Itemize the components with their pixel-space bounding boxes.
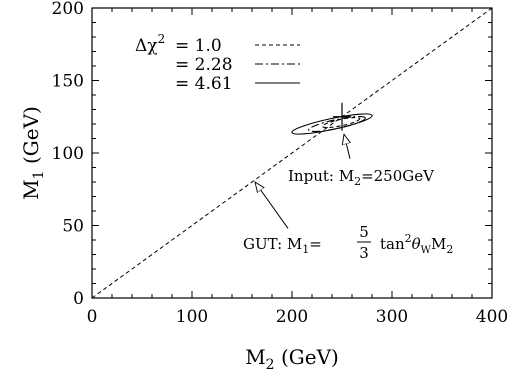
y-axis-title: M1 (GeV) xyxy=(19,106,47,200)
gut-annotation-rhs: tan2θWM2 xyxy=(380,232,453,256)
legend-label-1: = 1.0 xyxy=(175,36,222,56)
marker-layer xyxy=(333,102,351,131)
contour-dashdot xyxy=(308,115,366,133)
x-tick-label: 100 xyxy=(176,307,208,327)
x-axis-title: M2 (GeV) xyxy=(245,345,339,373)
gut-annotation-lhs: GUT: M1= xyxy=(243,235,322,256)
arrow-layer xyxy=(255,134,350,229)
gut-arrow xyxy=(255,182,289,229)
input-annotation: Input: M2=250GeV xyxy=(288,167,435,188)
gut-frac-den: 3 xyxy=(359,244,369,262)
legend-label-3: = 4.61 xyxy=(175,74,233,94)
y-tick-label: 150 xyxy=(52,72,84,92)
x-tick-label: 0 xyxy=(87,307,98,327)
gut-frac-num: 5 xyxy=(359,223,369,241)
contour-solid xyxy=(291,113,373,135)
input-arrow xyxy=(344,134,350,159)
y-tick-label: 50 xyxy=(62,217,84,237)
legend-symbol: Δχ2 xyxy=(135,32,165,56)
gut-relation-line xyxy=(91,7,493,299)
legend: Δχ2 = 1.0 = 2.28 = 4.61 xyxy=(135,32,300,94)
y-tick-label: 200 xyxy=(52,0,84,19)
series-layer xyxy=(91,7,493,299)
gut-annotation: GUT: M1= 5 3 tan2θWM2 xyxy=(243,223,453,262)
legend-label-2: = 2.28 xyxy=(175,55,233,75)
y-tick-label: 0 xyxy=(73,289,84,309)
contour-dashed xyxy=(321,116,361,129)
x-tick-label: 400 xyxy=(476,307,508,327)
x-tick-label: 200 xyxy=(276,307,308,327)
y-tick-label: 100 xyxy=(52,144,84,164)
x-tick-label: 300 xyxy=(376,307,408,327)
axis-tick-labels: 0 100 200 300 400 0 50 100 150 200 xyxy=(52,0,509,327)
axis-ticks xyxy=(91,7,493,299)
contour-layer xyxy=(291,113,373,135)
